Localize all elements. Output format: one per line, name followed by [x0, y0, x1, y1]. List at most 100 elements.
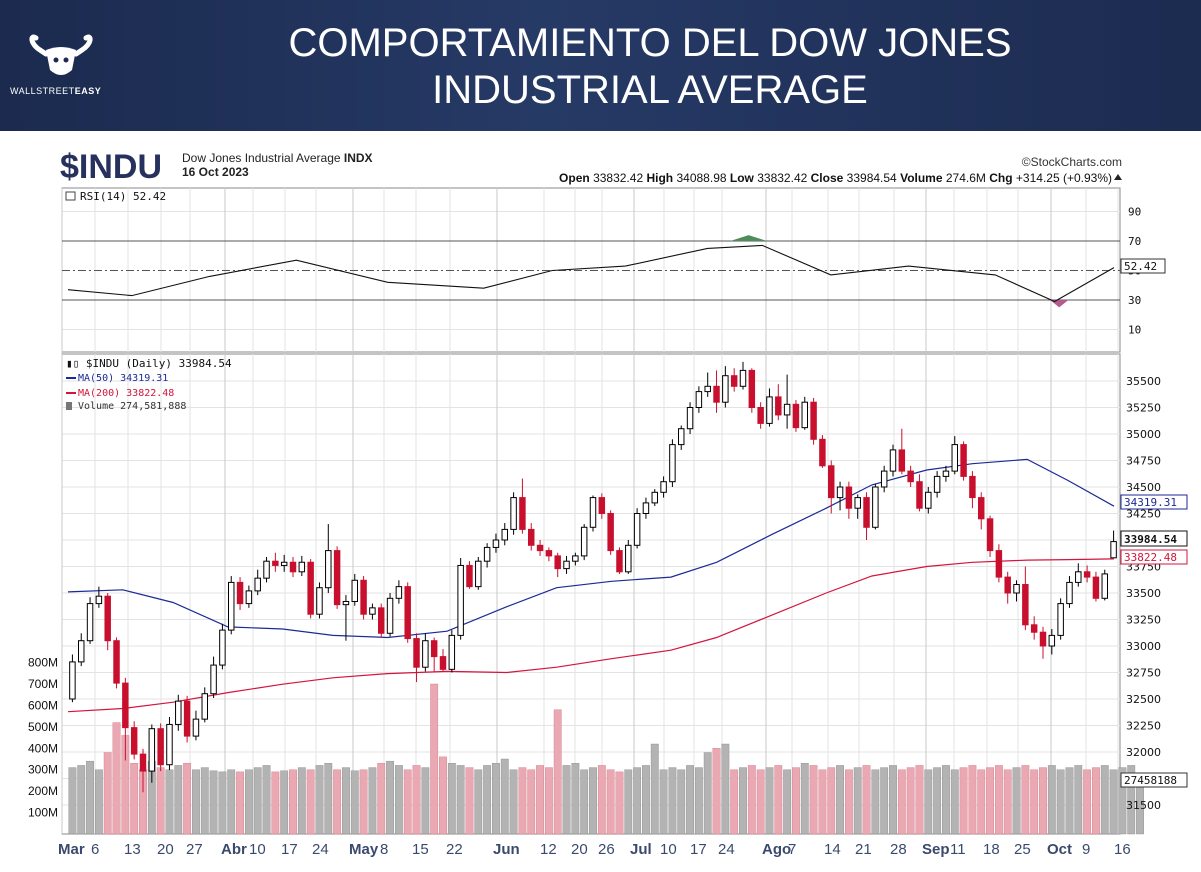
candle-body	[430, 640, 438, 658]
volume-bar	[694, 767, 703, 835]
x-tick-label: Jul	[630, 841, 652, 858]
volume-bar	[544, 767, 553, 835]
candle-body	[95, 595, 103, 605]
volume-bar	[280, 770, 289, 835]
candle-body	[157, 728, 164, 766]
candle-body	[633, 513, 641, 546]
volume-bar	[765, 767, 774, 835]
volume-bar	[456, 765, 465, 835]
volume-bar	[686, 765, 694, 835]
candle-body	[466, 564, 473, 588]
candle-body	[907, 470, 914, 483]
candle-body	[104, 595, 111, 642]
candle-body	[166, 723, 173, 766]
logo[interactable]: WALLSTREETEASY	[0, 0, 122, 131]
candle-body	[325, 550, 332, 589]
volume-bar	[244, 769, 253, 835]
volume-bar	[236, 771, 244, 835]
price-tick-label: 35250	[1126, 402, 1161, 415]
volume-bar	[633, 767, 642, 835]
candle-body	[678, 428, 685, 446]
volume-bar	[871, 769, 880, 835]
legend-ma50: MA(50) 34319.31	[78, 373, 168, 384]
volume-bar	[112, 722, 121, 835]
candle-body	[210, 664, 217, 695]
candle-body	[933, 475, 941, 493]
candle-body	[695, 391, 703, 409]
x-tick-label: 9	[1082, 841, 1090, 858]
volume-bar	[527, 769, 536, 835]
x-tick-label: 16	[1114, 841, 1131, 858]
candle-body	[554, 555, 561, 570]
volume-bar	[227, 769, 236, 835]
volume-bar	[818, 769, 827, 835]
candle-body	[148, 728, 156, 772]
candle-body	[589, 497, 597, 528]
instrument-name: Dow Jones Industrial Average INDX	[182, 151, 373, 165]
candle-body	[730, 375, 738, 387]
rsi-tick-label: 70	[1128, 235, 1141, 248]
volume-bar	[580, 769, 589, 835]
candle-body	[342, 600, 350, 606]
candle-body	[660, 481, 667, 493]
volume-bar	[86, 760, 94, 835]
x-tick-label: 27	[186, 841, 203, 858]
price-tick-label: 32750	[1126, 667, 1161, 680]
candle-body	[475, 560, 482, 588]
volume-bar	[324, 763, 333, 835]
candle-body	[413, 638, 420, 668]
volume-bar	[68, 767, 77, 835]
volume-bar	[1065, 767, 1074, 835]
x-tick-label: 25	[1014, 841, 1031, 858]
volume-bar	[844, 769, 853, 835]
volume-bar	[386, 760, 394, 835]
volume-bar	[597, 765, 606, 835]
price-tick-label: 34750	[1126, 455, 1161, 468]
volume-bar	[359, 769, 368, 835]
volume-bar	[571, 763, 580, 835]
volume-bar	[1100, 765, 1109, 835]
volume-bar	[889, 765, 897, 835]
candle-body	[757, 407, 764, 424]
candle-body	[360, 579, 367, 615]
volume-bar	[668, 767, 677, 835]
volume-bar	[703, 752, 712, 835]
volume-bar	[1092, 767, 1100, 835]
volume-bar	[509, 769, 518, 835]
volume-bar	[1012, 767, 1021, 835]
stockcharts-brand[interactable]: ©StockCharts.com	[1022, 155, 1122, 169]
rsi-overbought-fill	[730, 235, 767, 241]
candle-body	[722, 375, 729, 403]
volume-bar	[403, 769, 412, 835]
x-tick-label: 24	[312, 841, 329, 858]
volume-bar	[809, 765, 818, 835]
volume-bar	[1074, 765, 1083, 835]
volume-bar	[262, 765, 271, 835]
volume-bar	[642, 765, 650, 835]
x-tick-label: 20	[571, 841, 588, 858]
candle-body	[969, 475, 976, 499]
candle-body	[863, 497, 870, 528]
x-tick-label: 14	[824, 841, 841, 858]
candle-body	[545, 550, 553, 557]
volume-tick-label: 100M	[28, 806, 58, 820]
volume-bar	[906, 767, 915, 835]
candle-body	[1110, 541, 1117, 559]
price-tick-label: 34500	[1126, 481, 1161, 494]
candle-body	[86, 603, 94, 642]
volume-bar	[174, 765, 183, 835]
volume-bar	[130, 763, 139, 835]
volume-bar	[1127, 765, 1136, 835]
volume-bar	[783, 769, 792, 835]
candle-body	[351, 579, 359, 602]
x-tick-label: 26	[598, 841, 615, 858]
volume-bar	[712, 748, 721, 835]
volume-bar	[103, 752, 112, 835]
price-tick-label: 31500	[1126, 799, 1161, 812]
volume-value: 27458188	[1124, 774, 1177, 787]
volume-bar	[271, 771, 280, 835]
candle-body	[254, 577, 261, 592]
volume-bar	[994, 765, 1003, 835]
ma50-value: 34319.31	[1124, 496, 1177, 509]
rsi-tick-label: 90	[1128, 206, 1141, 219]
